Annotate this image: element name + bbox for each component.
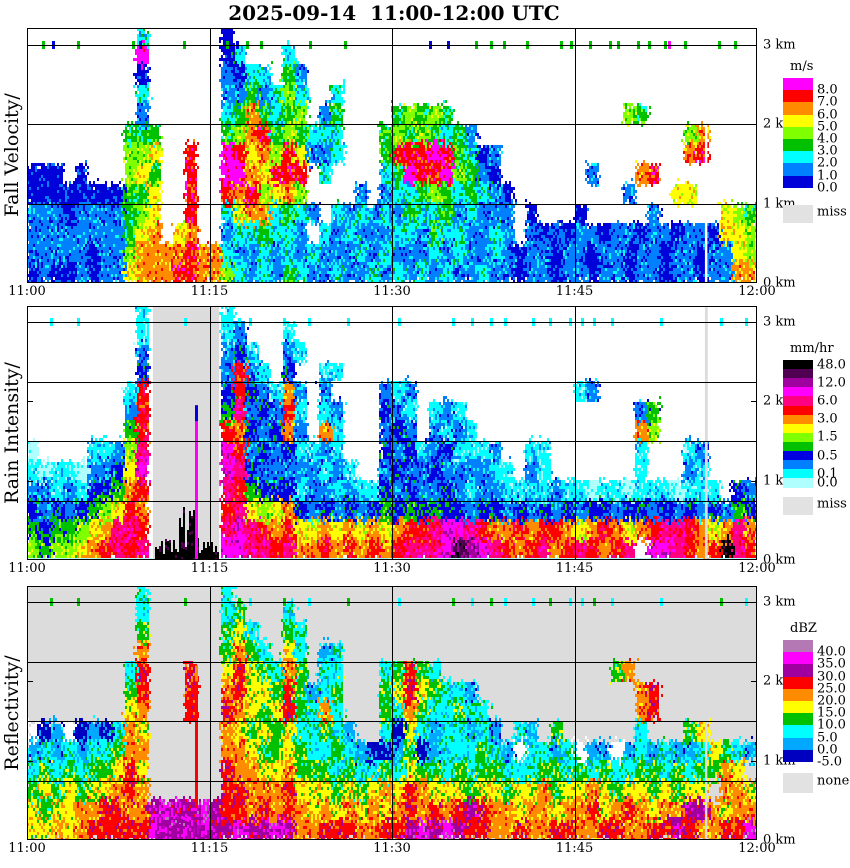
km-label: 0 km [763,832,796,848]
colorbar-swatch [783,441,813,452]
km-label: 3 km [763,594,796,610]
panel3-ylabel: Reflectivity/ [1,655,23,771]
colorbar-label: 1.0 [817,168,838,184]
colorbar-label: 48.0 [817,357,846,373]
colorbar-none-swatch [783,773,813,793]
colorbar-label: -5.0 [817,754,843,770]
colorbar-swatch [783,414,813,425]
panel2-ylabel: Rain Intensity/ [1,362,23,504]
colorbar-swatch [783,725,813,739]
km-label: 3 km [763,314,796,330]
colorbar-label: 30.0 [817,669,846,685]
km-label: 0 km [763,275,796,291]
x-tick-label: 12:00 [738,561,776,576]
x-tick-label: 11:00 [8,284,46,299]
colorbar-label: 35.0 [817,656,846,672]
colorbar-label: 2.0 [817,155,838,171]
reflectivity-heatmap [27,586,757,840]
colorbar-label: 20.0 [817,693,846,709]
km-label: 0 km [763,552,796,568]
colorbar-swatch [783,423,813,434]
colorbar-miss-swatch [783,204,813,223]
colorbar-label: 8.0 [817,82,838,98]
colorbar-label: 40.0 [817,644,846,660]
colorbar-swatch [783,151,813,164]
x-tick-label: 11:30 [373,284,411,299]
x-tick-label: 11:30 [373,841,411,856]
x-tick-label: 12:00 [738,841,776,856]
colorbar-swatch [783,676,813,690]
colorbar-swatch [783,432,813,443]
colorbar-swatch [783,451,813,461]
colorbar-label: 25.0 [817,681,846,697]
km-label: 3 km [763,37,796,53]
x-tick-label: 11:45 [555,284,594,299]
colorbar-none-label: none [817,773,850,789]
colorbar-label: 0.5 [817,448,838,464]
x-tick-label: 11:15 [190,561,229,576]
colorbar-label: 0.1 [817,466,838,482]
colorbar-miss-label: miss [817,496,847,512]
colorbar-miss-label: miss [817,204,847,220]
colorbar-swatch [783,688,813,702]
fall-velocity-heatmap [27,28,757,283]
colorbar-label: 6.0 [817,393,838,409]
colorbar-label: 4.0 [817,131,838,147]
colorbar-label: 3.0 [817,411,838,427]
colorbar-label: 0.0 [817,475,838,491]
colorbar-swatch [783,460,813,470]
colorbar-swatch [783,387,813,397]
colorbar-label: 6.0 [817,107,838,123]
colorbar-swatch [783,360,813,370]
colorbar-swatch [783,737,813,751]
colorbar-swatch [783,749,813,763]
x-tick-label: 11:45 [555,841,594,856]
colorbar-label: 5.0 [817,119,838,135]
x-tick-label: 11:15 [190,841,229,856]
colorbar-unit: mm/hr [790,341,834,356]
colorbar-swatch [783,175,813,189]
colorbar-swatch [783,90,813,103]
colorbar-swatch [783,139,813,152]
colorbar-swatch [783,396,813,406]
colorbar-miss-swatch [783,497,813,516]
colorbar-label: 5.0 [817,730,838,746]
colorbar-swatch [783,478,813,488]
colorbar-unit: m/s [790,59,814,74]
x-tick-label: 11:15 [190,284,229,299]
colorbar-swatch [783,640,813,653]
colorbar-label: 15.0 [817,705,846,721]
x-tick-label: 11:00 [8,561,46,576]
colorbar-swatch [783,652,813,665]
colorbar-swatch [783,405,813,416]
x-tick-label: 11:30 [373,561,411,576]
colorbar-label: 3.0 [817,143,838,159]
colorbar-label: 0.0 [817,180,838,196]
colorbar-swatch [783,163,813,177]
x-tick-label: 11:00 [8,841,46,856]
colorbar-swatch [783,78,813,91]
colorbar-label: 10.0 [817,717,846,733]
colorbar-swatch [783,126,813,140]
colorbar-label: 1.5 [817,429,838,445]
page-title: 2025-09-14 11:00-12:00 UTC [228,1,560,25]
colorbar-swatch [783,701,813,714]
colorbar-unit: dBZ [790,621,817,636]
colorbar-swatch [783,378,813,388]
rain-intensity-heatmap [27,306,757,560]
colorbar-swatch [783,369,813,379]
panel1-ylabel: Fall Velocity/ [1,93,23,217]
x-tick-label: 11:45 [555,561,594,576]
colorbar-label: 7.0 [817,94,838,110]
colorbar-swatch [783,102,813,116]
colorbar-label: 0.0 [817,742,838,758]
colorbar-swatch [783,114,813,128]
x-tick-label: 12:00 [738,284,776,299]
colorbar-label: 12.0 [817,375,846,391]
colorbar-swatch [783,713,813,726]
colorbar-swatch [783,469,813,479]
colorbar-swatch [783,664,813,678]
